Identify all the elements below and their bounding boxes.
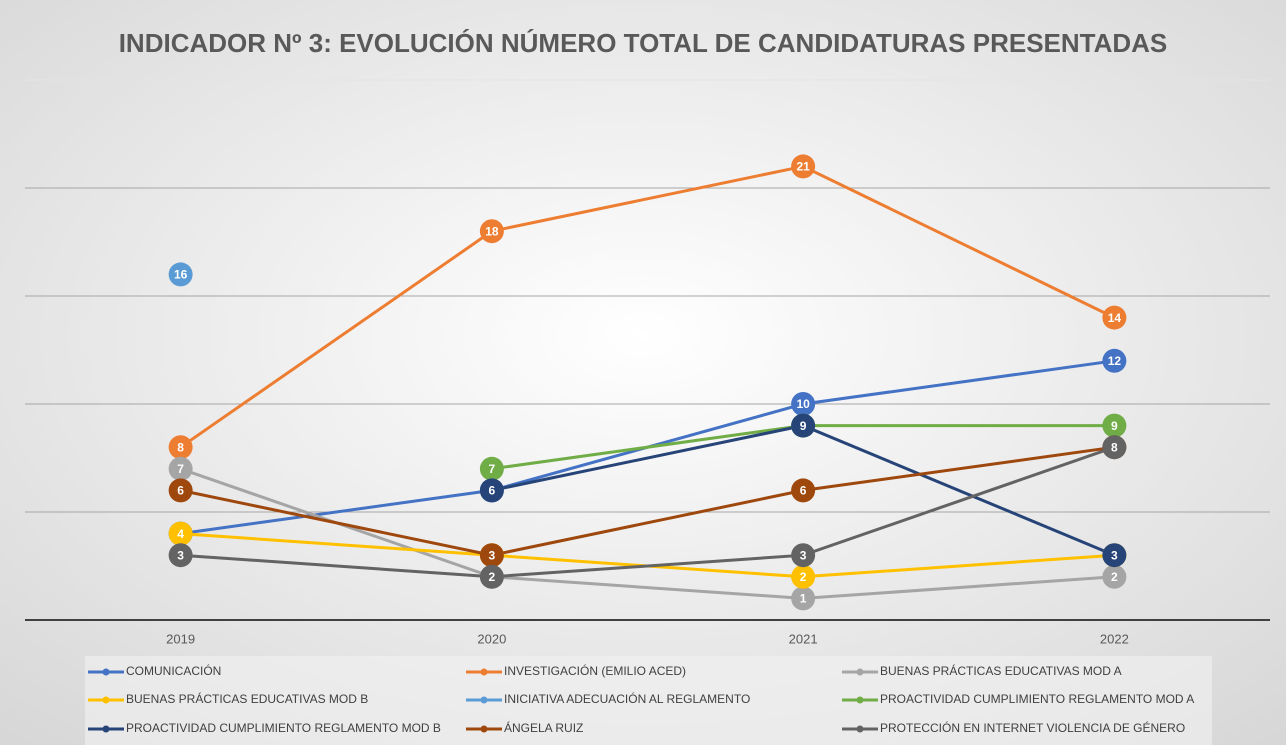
data-point	[479, 219, 504, 244]
data-point	[791, 586, 816, 611]
x-tick-label: 2022	[1100, 631, 1129, 646]
data-point	[1102, 543, 1127, 568]
data-label: 6	[800, 484, 807, 498]
data-point	[479, 456, 504, 481]
legend-label: BUENAS PRÁCTICAS EDUCATIVAS MOD A	[880, 663, 1122, 678]
x-tick-label: 2019	[166, 631, 195, 646]
legend	[85, 656, 1212, 745]
legend-marker	[856, 696, 864, 704]
chart-title: INDICADOR Nº 3: EVOLUCIÓN NÚMERO TOTAL D…	[119, 28, 1168, 58]
series-line	[180, 445, 1115, 579]
data-point	[1102, 305, 1127, 330]
data-point	[791, 564, 816, 589]
legend-label: INICIATIVA ADECUACIÓN AL REGLAMENTO	[504, 691, 750, 706]
data-label: 14	[1108, 311, 1122, 325]
data-point	[168, 456, 193, 481]
data-point	[168, 543, 193, 568]
data-label: 16	[174, 268, 188, 282]
data-label: 7	[177, 462, 184, 476]
data-label: 2	[489, 570, 496, 584]
series-line	[179, 164, 1116, 449]
legend-marker	[856, 725, 864, 733]
legend-label: PROACTIVIDAD CUMPLIMIENTO REGLAMENTO MOD…	[126, 721, 441, 735]
data-label: 1	[800, 592, 807, 606]
legend-marker	[102, 668, 110, 676]
data-label: 2	[1111, 570, 1118, 584]
data-point	[168, 521, 193, 546]
data-point	[479, 478, 504, 503]
data-point	[1102, 413, 1127, 438]
data-label: 3	[177, 548, 184, 562]
legend-label: BUENAS PRÁCTICAS EDUCATIVAS MOD B	[126, 691, 368, 706]
data-label: 3	[800, 548, 807, 562]
data-point	[791, 413, 816, 438]
data-point	[1102, 564, 1127, 589]
x-tick-label: 2021	[789, 631, 818, 646]
data-label: 21	[796, 160, 810, 174]
x-tick-label: 2020	[477, 631, 506, 646]
data-point	[168, 478, 193, 503]
data-label: 8	[1111, 440, 1118, 454]
data-label: 9	[800, 419, 807, 433]
data-label: 8	[177, 440, 184, 454]
data-label: 6	[489, 484, 496, 498]
data-point	[791, 478, 816, 503]
legend-marker	[480, 668, 488, 676]
data-point	[1102, 348, 1127, 373]
data-label: 4	[177, 527, 184, 541]
data-label: 10	[796, 397, 810, 411]
data-label: 6	[177, 484, 184, 498]
legend-label: INVESTIGACIÓN (EMILIO ACED)	[504, 663, 686, 678]
legend-label: PROTECCIÓN EN INTERNET VIOLENCIA DE GÉNE…	[880, 720, 1185, 735]
data-point	[791, 543, 816, 568]
legend-marker	[102, 696, 110, 704]
legend-marker	[480, 696, 488, 704]
data-label: 3	[1111, 548, 1118, 562]
legend-label: COMUNICACIÓN	[126, 663, 221, 678]
legend-marker	[102, 725, 110, 733]
data-point	[791, 154, 816, 179]
data-label: 18	[485, 224, 499, 238]
data-label: 7	[489, 462, 496, 476]
data-point	[479, 564, 504, 589]
data-point	[168, 435, 193, 460]
data-label: 3	[489, 548, 496, 562]
data-point	[1102, 435, 1127, 460]
data-label: 9	[1111, 419, 1118, 433]
data-label: 2	[800, 570, 807, 584]
series-line	[180, 445, 1115, 557]
legend-marker	[480, 725, 488, 733]
data-point	[479, 543, 504, 568]
data-point	[168, 262, 193, 287]
legend-label: ÁNGELA RUIZ	[504, 720, 583, 735]
data-label: 12	[1108, 354, 1122, 368]
legend-label: PROACTIVIDAD CUMPLIMIENTO REGLAMENTO MOD…	[880, 692, 1194, 706]
legend-marker	[856, 668, 864, 676]
data-point	[791, 392, 816, 416]
